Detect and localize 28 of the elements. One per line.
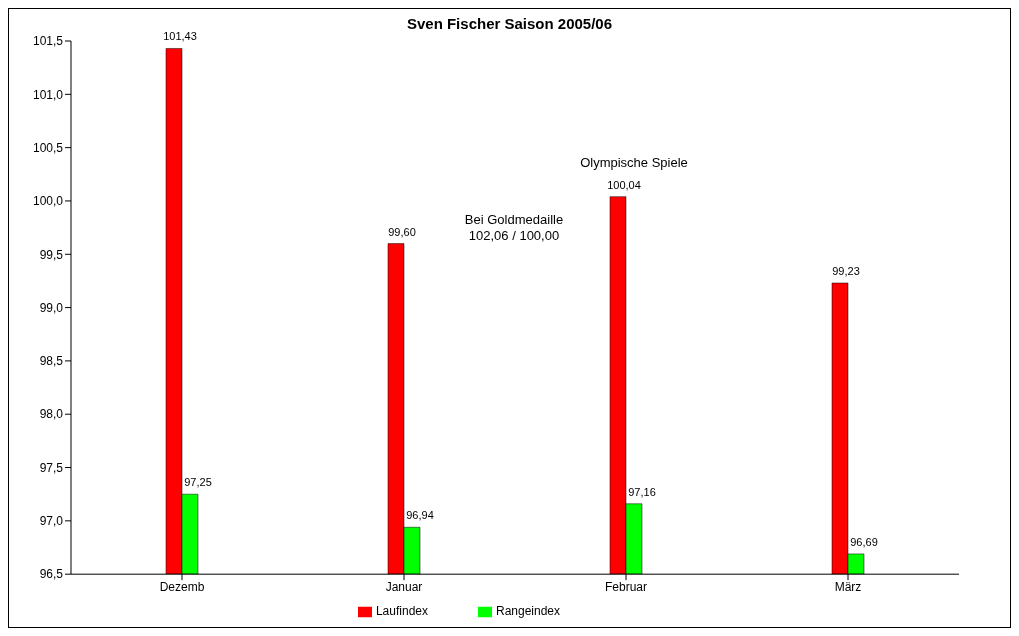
legend-label: Laufindex: [375, 604, 428, 619]
y-tick-label: 99,0: [39, 300, 64, 315]
y-tick-label: 98,0: [39, 407, 64, 422]
data-label: 96,94: [406, 509, 434, 522]
annotation: Olympische Spiele: [580, 155, 688, 170]
data-label: 100,04: [607, 178, 641, 191]
x-tick-label: Januar: [385, 579, 423, 594]
x-tick-label: März: [834, 579, 862, 594]
y-tick-label: 98,5: [39, 354, 64, 369]
y-tick-label: 100,0: [32, 194, 64, 209]
data-label: 97,25: [184, 476, 212, 489]
y-tick-label: 96,5: [39, 567, 64, 582]
data-label: 99,23: [832, 265, 860, 278]
y-tick-label: 99,5: [39, 247, 64, 262]
y-tick-label: 100,5: [32, 140, 64, 155]
y-tick-label: 101,5: [32, 34, 64, 49]
y-tick-label: 101,0: [32, 87, 64, 102]
data-label: 99,60: [388, 225, 416, 238]
x-tick-label: Februar: [604, 579, 648, 594]
annotation: Bei Goldmedaille 102,06 / 100,00: [464, 212, 564, 243]
legend-label: Rangeindex: [495, 604, 561, 619]
data-label: 101,43: [163, 30, 197, 43]
y-tick-label: 97,5: [39, 460, 64, 475]
y-tick-label: 97,0: [39, 514, 64, 529]
x-tick-label: Dezemb: [159, 579, 205, 594]
chart-title: Sven Fischer Saison 2005/06: [405, 15, 614, 32]
data-label: 96,69: [850, 535, 878, 548]
data-label: 97,16: [628, 485, 656, 498]
